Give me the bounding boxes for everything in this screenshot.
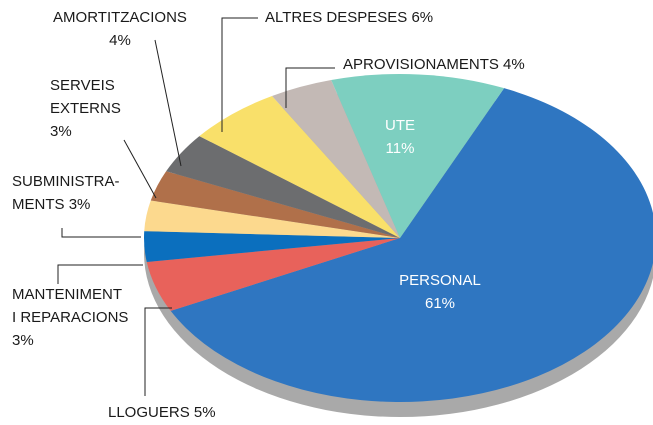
leader-line	[154, 39, 182, 167]
value-label: 3%	[68, 196, 91, 213]
leader-line	[57, 264, 143, 284]
value-label: 61%	[424, 295, 456, 312]
leader-line	[285, 67, 335, 108]
slice-label: ALTRES DESPESES 6%	[265, 6, 485, 29]
leader-line	[144, 307, 172, 396]
slice-label: UTE 11%	[340, 114, 460, 160]
value-label: 4%	[109, 32, 131, 49]
value-label: 5%	[193, 404, 216, 421]
category-label: SUBMINISTRA- MENTS	[12, 173, 120, 213]
pie-slice	[150, 171, 400, 238]
slice-label: AMORTITZACIONS 4%	[40, 6, 200, 52]
pie-slice	[170, 88, 653, 402]
value-label: 11%	[385, 140, 415, 157]
leader-lines	[57, 17, 335, 396]
slice-label: MANTENIMENT I REPARACIONS 3%	[12, 283, 152, 352]
leader-line	[61, 228, 141, 238]
category-label: PERSONAL	[399, 272, 481, 289]
leader-line	[123, 139, 157, 199]
pie-slice	[144, 200, 400, 238]
value-label: 6%	[411, 9, 434, 26]
category-label: MANTENIMENT I REPARACIONS	[12, 286, 129, 326]
slice-label: PERSONAL 61%	[380, 269, 500, 315]
category-label: ALTRES DESPESES	[265, 9, 408, 26]
leader-line	[221, 17, 258, 132]
category-label: AMORTITZACIONS	[53, 9, 187, 26]
pie-slice	[199, 95, 400, 238]
pie-slice	[143, 231, 400, 262]
category-label: SERVEIS EXTERNS	[50, 77, 121, 117]
pie-slice	[146, 238, 400, 311]
slice-label: SUBMINISTRA- MENTS 3%	[12, 170, 132, 216]
pie-slice	[272, 80, 400, 238]
value-label: 3%	[50, 123, 72, 140]
slice-label: LLOGUERS 5%	[108, 401, 228, 424]
value-label: 3%	[12, 332, 34, 349]
slice-label: APROVISIONAMENTS 4%	[343, 53, 563, 76]
slice-label: SERVEIS EXTERNS 3%	[50, 74, 140, 143]
category-label: UTE	[385, 117, 415, 134]
category-label: LLOGUERS	[108, 404, 190, 421]
category-label: APROVISIONAMENTS	[343, 56, 499, 73]
pie-slice	[331, 73, 505, 238]
pie-slice	[166, 136, 400, 238]
value-label: 4%	[503, 56, 525, 73]
